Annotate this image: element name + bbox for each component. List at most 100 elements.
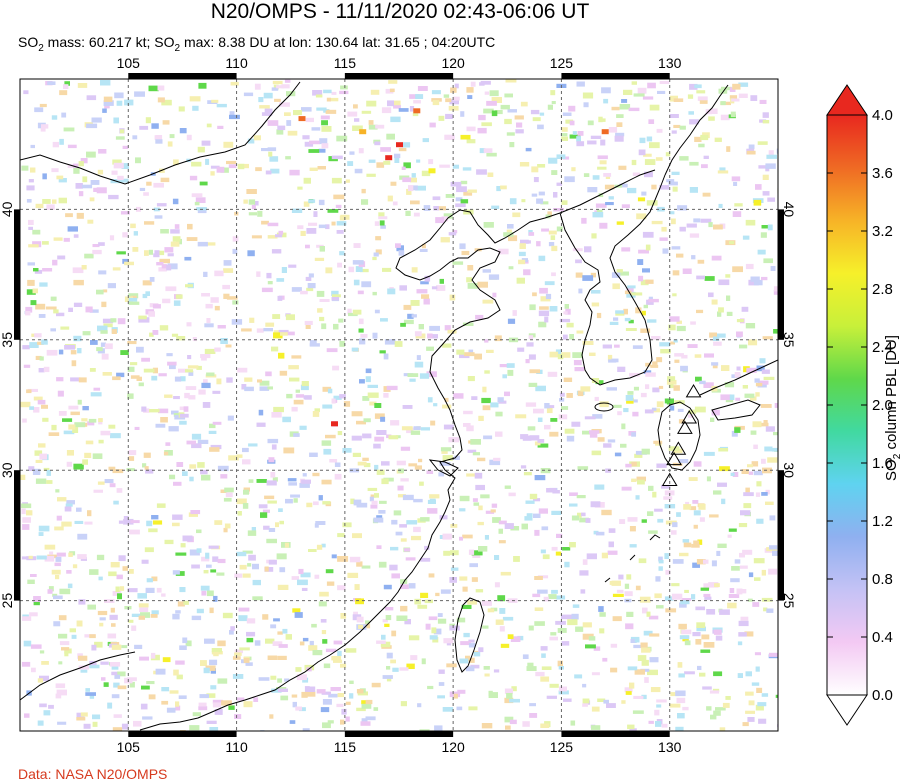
so2-pixel <box>765 163 776 169</box>
so2-pixel <box>271 444 277 450</box>
so2-pixel <box>49 551 54 555</box>
so2-pixel <box>656 401 664 408</box>
so2-pixel <box>112 376 121 381</box>
lon-tick-label-top: 120 <box>441 55 465 71</box>
so2-pixel <box>498 400 507 404</box>
so2-pixel <box>59 90 68 96</box>
so2-pixel <box>339 215 345 221</box>
so2-pixel <box>291 694 298 698</box>
so2-pixel <box>164 539 174 545</box>
so2-pixel <box>24 713 30 718</box>
so2-pixel <box>745 671 752 677</box>
so2-pixel <box>577 131 584 136</box>
so2-pixel <box>137 593 147 599</box>
so2-pixel <box>282 416 291 423</box>
so2-pixel <box>533 513 541 518</box>
so2-pixel <box>727 534 732 538</box>
so2-pixel <box>467 95 473 99</box>
so2-pixel <box>750 430 757 435</box>
so2-pixel <box>761 225 770 229</box>
so2-pixel <box>540 296 551 302</box>
so2-pixel <box>481 397 491 404</box>
so2-pixel <box>244 377 253 382</box>
so2-pixel <box>571 613 579 620</box>
so2-pixel <box>58 349 64 355</box>
so2-pixel <box>46 204 55 210</box>
so2-pixel <box>57 255 66 260</box>
so2-pixel <box>475 484 485 491</box>
so2-pixel <box>152 520 163 525</box>
so2-pixel <box>101 301 107 308</box>
so2-pixel <box>376 515 383 519</box>
so2-pixel <box>591 378 600 383</box>
so2-pixel <box>556 533 563 538</box>
so2-pixel <box>27 388 38 392</box>
so2-pixel <box>67 164 76 168</box>
so2-pixel <box>581 512 586 517</box>
so2-pixel <box>509 198 517 205</box>
so2-pixel <box>116 488 123 493</box>
so2-pixel <box>256 328 264 333</box>
so2-pixel <box>318 224 327 229</box>
so2-pixel <box>500 643 510 648</box>
so2-pixel <box>506 363 515 368</box>
so2-pixel <box>580 386 591 392</box>
so2-pixel <box>577 466 589 470</box>
so2-pixel <box>191 443 202 449</box>
so2-pixel <box>43 366 50 373</box>
so2-pixel <box>117 685 127 690</box>
so2-pixel <box>714 629 722 635</box>
so2-pixel <box>322 501 331 505</box>
so2-pixel <box>214 305 220 311</box>
so2-pixel <box>713 224 723 230</box>
so2-pixel <box>767 224 773 231</box>
so2-pixel <box>376 545 382 549</box>
so2-pixel <box>717 543 727 548</box>
so2-pixel <box>743 492 754 497</box>
so2-pixel <box>464 352 475 357</box>
so2-pixel <box>178 368 189 373</box>
page-title: N20/OMPS - 11/11/2020 02:43-06:06 UT <box>210 0 590 23</box>
so2-pixel <box>517 347 525 352</box>
so2-pixel <box>672 186 678 192</box>
so2-pixel <box>150 614 158 618</box>
so2-pixel <box>591 706 600 712</box>
so2-pixel <box>334 462 341 467</box>
so2-pixel <box>718 307 724 313</box>
so2-pixel <box>328 693 338 698</box>
so2-pixel <box>352 309 362 315</box>
so2-pixel <box>259 386 270 391</box>
so2-pixel <box>519 162 530 167</box>
so2-pixel <box>744 393 755 398</box>
so2-pixel <box>374 493 379 498</box>
so2-pixel <box>363 418 371 423</box>
so2-pixel <box>56 689 67 696</box>
so2-pixel <box>696 275 705 280</box>
so2-pixel <box>109 614 118 620</box>
so2-pixel <box>270 168 280 174</box>
so2-pixel <box>37 399 46 405</box>
so2-pixel <box>92 721 98 727</box>
so2-pixel <box>505 725 511 730</box>
so2-pixel <box>194 201 200 206</box>
so2-pixel <box>55 693 62 699</box>
so2-pixel <box>525 500 535 504</box>
so2-pixel <box>656 704 662 708</box>
so2-pixel <box>534 475 546 481</box>
coastlines <box>20 81 778 731</box>
so2-pixel <box>97 325 108 332</box>
so2-pixel <box>697 259 705 264</box>
so2-pixel <box>615 310 624 314</box>
so2-pixel <box>773 289 778 295</box>
so2-pixel <box>561 641 570 646</box>
so2-pixel <box>337 585 346 591</box>
so2-pixel <box>556 182 563 186</box>
so2-pixel <box>393 510 402 516</box>
so2-pixel <box>415 185 426 191</box>
so2-pixel <box>226 296 238 300</box>
so2-pixel <box>246 618 256 624</box>
so2-pixel <box>467 376 475 382</box>
so2-pixel <box>30 167 36 173</box>
so2-pixel <box>479 82 485 86</box>
so2-pixel <box>173 413 183 417</box>
